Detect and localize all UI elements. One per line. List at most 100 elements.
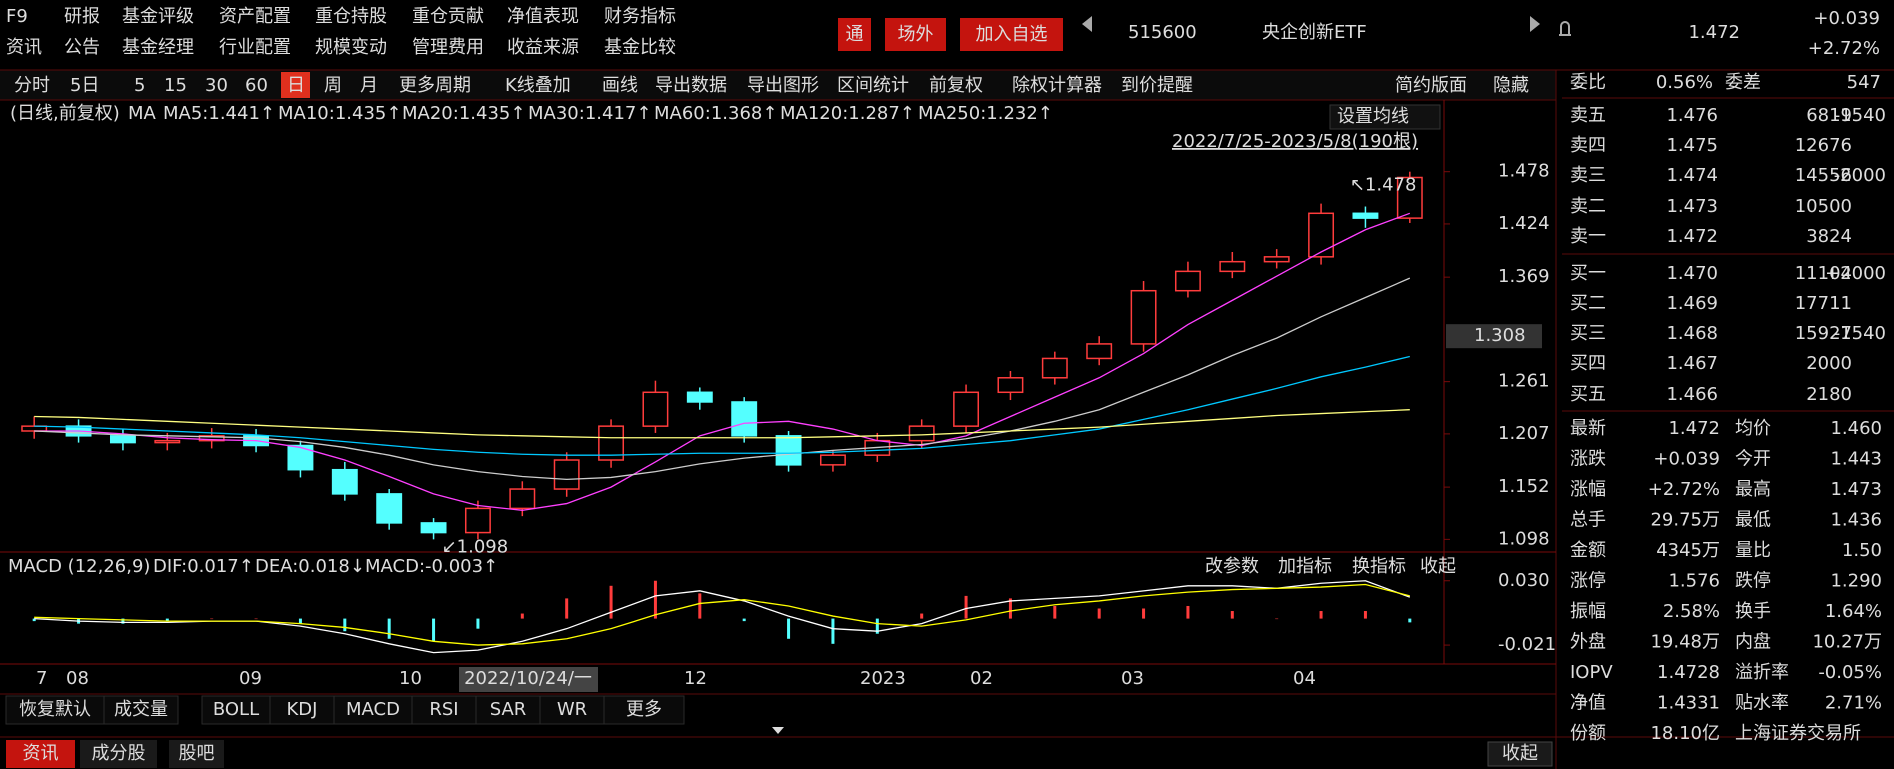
candle-body [109, 435, 136, 444]
menu-item[interactable]: 行业配置 [219, 37, 291, 58]
stat-label: 溢折率 [1735, 662, 1789, 683]
indicator-tab-label[interactable]: RSI [429, 699, 458, 720]
toolbar-item[interactable]: 日 [287, 75, 305, 96]
stat-value: 2.58% [1663, 601, 1720, 622]
menu-item[interactable]: 规模变动 [315, 37, 387, 58]
indicator-tab[interactable] [103, 695, 179, 725]
menu-item[interactable]: 管理费用 [412, 37, 484, 58]
indicator-tab-label[interactable]: WR [557, 699, 587, 720]
candle-body [686, 391, 713, 403]
menu-item[interactable]: 资产配置 [219, 6, 291, 27]
collapse-button[interactable] [1487, 741, 1553, 767]
indicator-button[interactable]: 改参数 [1205, 556, 1259, 577]
menu-item[interactable]: 公告 [64, 37, 100, 58]
macd-bar [1008, 598, 1012, 619]
toolbar-item[interactable]: 月 [360, 75, 378, 96]
indicator-tab[interactable] [411, 695, 477, 725]
indicator-tab-label[interactable]: MACD [346, 699, 400, 720]
stat-label: 最高 [1735, 479, 1771, 500]
menu-item[interactable]: 收益来源 [507, 37, 579, 58]
header-button[interactable] [885, 18, 946, 51]
indicator-tab[interactable] [539, 695, 605, 725]
menu-item[interactable]: 资讯 [6, 37, 42, 58]
toolbar-item[interactable]: 到价提醒 [1121, 75, 1193, 96]
collapse-arrow[interactable] [772, 727, 784, 734]
prev-arrow[interactable] [1082, 16, 1092, 32]
settings-button-label[interactable]: 设置均线 [1337, 106, 1409, 127]
stat-label: 涨跌 [1570, 449, 1606, 470]
menu-item[interactable]: F9 [6, 6, 28, 27]
stat-value: 1.4728 [1657, 662, 1720, 683]
book-price: 1.472 [1666, 226, 1718, 247]
last-price: 1.472 [1688, 22, 1740, 43]
indicator-tab-label[interactable]: 更多 [626, 699, 662, 720]
toolbar-item[interactable]: 分时 [14, 75, 50, 96]
indicator-tab[interactable] [475, 695, 541, 725]
bell-icon[interactable] [1559, 21, 1571, 36]
macd-bar [520, 613, 524, 619]
macd-bar [1408, 618, 1412, 623]
indicator-tab-label[interactable]: KDJ [287, 699, 318, 720]
footer-tab-label[interactable]: 资讯 [23, 743, 59, 764]
y-tick-label: 1.369 [1498, 266, 1550, 287]
footer-tab-label[interactable]: 股吧 [179, 743, 215, 764]
toolbar-item[interactable]: 除权计算器 [1012, 75, 1102, 96]
toolbar-item[interactable]: 30 [205, 75, 228, 96]
collapse-label[interactable]: 收起 [1502, 743, 1538, 764]
indicator-button[interactable]: 换指标 [1352, 556, 1406, 577]
toolbar-item[interactable]: 周 [324, 75, 342, 96]
menu-item[interactable]: 基金比较 [604, 37, 676, 58]
book-label: 卖三 [1570, 165, 1606, 186]
candle-body [775, 435, 802, 466]
macd-bar [1053, 605, 1057, 619]
menu-item[interactable]: 净值表现 [507, 6, 579, 27]
book-label: 卖一 [1570, 226, 1606, 247]
indicator-tab[interactable] [333, 695, 413, 725]
footer-tab[interactable] [6, 740, 75, 768]
toolbar-item[interactable]: 15 [164, 75, 187, 96]
toolbar-item[interactable]: 区间统计 [837, 75, 909, 96]
footer-tab[interactable] [169, 740, 224, 768]
toolbar-item[interactable]: 5 [134, 75, 145, 96]
toolbar-item[interactable]: 导出图形 [747, 75, 819, 96]
stat-value: 18.10亿 [1650, 723, 1720, 744]
book-label: 买五 [1570, 384, 1606, 405]
menu-item[interactable]: 财务指标 [604, 6, 676, 27]
toolbar-item[interactable]: 隐藏 [1493, 75, 1529, 96]
toolbar-item[interactable]: 导出数据 [655, 75, 727, 96]
toolbar-item[interactable]: K线叠加 [505, 75, 571, 96]
indicator-tab-label[interactable]: SAR [490, 699, 527, 720]
toolbar-item[interactable]: 更多周期 [399, 75, 471, 96]
next-arrow[interactable] [1530, 16, 1540, 32]
period-label: (日线,前复权) [10, 103, 120, 124]
footer-tab-label[interactable]: 成分股 [92, 743, 146, 764]
menu-item[interactable]: 重仓持股 [315, 6, 387, 27]
toolbar-item[interactable]: 60 [245, 75, 268, 96]
menu-item[interactable]: 基金评级 [122, 6, 194, 27]
footer-tab[interactable] [80, 740, 157, 768]
ma-legend: MA60:1.368↑ [654, 103, 777, 124]
header-button[interactable] [838, 18, 871, 51]
indicator-tab[interactable] [201, 695, 271, 725]
header-button[interactable] [960, 18, 1063, 51]
stat-label: 量比 [1735, 540, 1771, 561]
candle-body [1130, 289, 1157, 345]
stat-label: 均价 [1735, 418, 1771, 439]
toolbar-item[interactable]: 5日 [70, 75, 99, 96]
toolbar-item[interactable]: 前复权 [929, 75, 983, 96]
menu-item[interactable]: 基金经理 [122, 37, 194, 58]
toolbar-item[interactable]: 简约版面 [1395, 75, 1467, 96]
toolbar-item[interactable]: 画线 [602, 75, 638, 96]
indicator-tab-label[interactable]: 恢复默认 [19, 699, 91, 720]
indicator-tab-label[interactable]: 成交量 [114, 699, 168, 720]
price-change-pct: +2.72% [1808, 38, 1880, 59]
indicator-tab[interactable] [603, 695, 685, 725]
menu-item[interactable]: 重仓贡献 [412, 6, 484, 27]
settings-button[interactable] [1329, 104, 1441, 130]
cursor-date: 2022/10/24/一 [464, 668, 592, 689]
indicator-button[interactable]: 加指标 [1278, 556, 1332, 577]
stat-label: 振幅 [1570, 601, 1606, 622]
stat-value: 1.576 [1668, 571, 1720, 592]
menu-item[interactable]: 研报 [64, 6, 100, 27]
indicator-tab-label[interactable]: BOLL [213, 699, 259, 720]
